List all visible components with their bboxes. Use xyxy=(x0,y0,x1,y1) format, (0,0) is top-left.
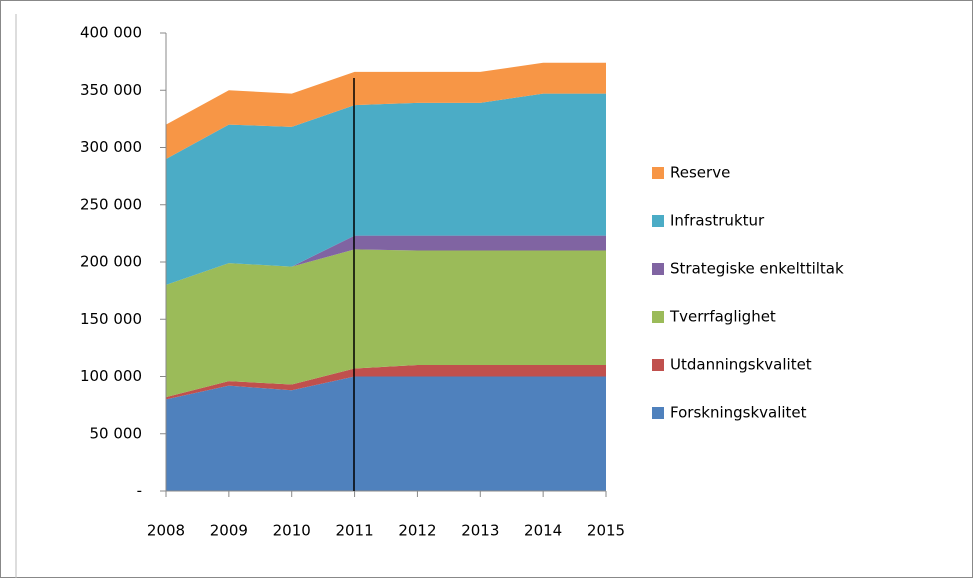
area xyxy=(166,249,606,398)
x-tick-label: 2008 xyxy=(147,522,185,540)
x-tick-label: 2011 xyxy=(335,522,373,540)
y-tick-label: 200 000 xyxy=(80,253,142,271)
area xyxy=(166,62,606,159)
legend-label: Reserve xyxy=(670,164,730,182)
y-tick-label: 400 000 xyxy=(80,24,142,42)
x-tick-label: 2010 xyxy=(273,522,311,540)
x-tick-label: 2014 xyxy=(524,522,562,540)
y-tick-label: 100 000 xyxy=(80,367,142,385)
legend-label: Tverrfaglighet xyxy=(669,308,776,326)
legend-label: Strategiske enkelttiltak xyxy=(670,260,844,278)
x-tick-label: 2009 xyxy=(210,522,248,540)
legend-swatch xyxy=(652,215,664,227)
x-tick-label: 2013 xyxy=(461,522,499,540)
y-tick-label: 150 000 xyxy=(80,310,142,328)
legend-label: Forskningskvalitet xyxy=(670,404,807,422)
x-tick-label: 2015 xyxy=(587,522,625,540)
area xyxy=(166,376,606,491)
y-tick-label: 350 000 xyxy=(80,81,142,99)
x-tick-label: 2012 xyxy=(398,522,436,540)
area xyxy=(166,93,606,285)
legend-swatch xyxy=(652,359,664,371)
y-tick-label: - xyxy=(137,482,142,500)
legend-swatch xyxy=(652,167,664,179)
y-tick-label: 250 000 xyxy=(80,195,142,213)
legend-label: Infrastruktur xyxy=(670,212,765,230)
legend-swatch xyxy=(652,263,664,275)
area xyxy=(166,235,606,285)
legend-label: Utdanningskvalitet xyxy=(670,356,812,374)
area xyxy=(166,365,606,400)
y-tick-label: 50 000 xyxy=(90,424,143,442)
legend-swatch xyxy=(652,407,664,419)
legend-swatch xyxy=(652,311,664,323)
y-tick-label: 300 000 xyxy=(80,138,142,156)
